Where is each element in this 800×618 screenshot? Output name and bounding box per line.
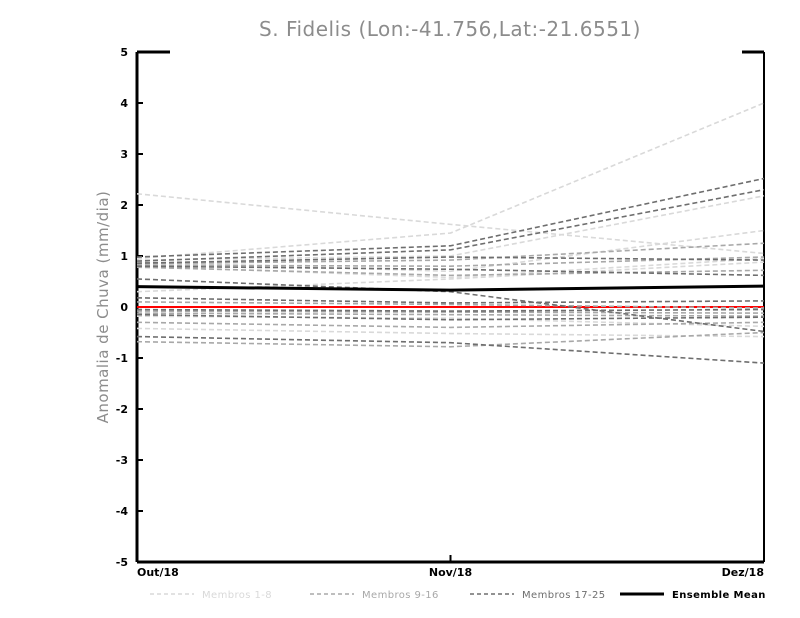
x-tick-label: Out/18 <box>137 566 179 579</box>
x-axis-ticks: Out/18 Nov/18 Dez/18 <box>136 555 765 579</box>
series-line <box>136 312 765 317</box>
series-line <box>136 256 765 264</box>
y-tick-label: 5 <box>120 46 128 59</box>
series-line <box>136 321 765 329</box>
series-line <box>136 102 765 260</box>
x-tick-label: Nov/18 <box>429 566 472 579</box>
x-tick-label: Dez/18 <box>722 566 764 579</box>
y-tick-label: 3 <box>120 148 128 161</box>
series-line <box>136 331 765 348</box>
series-line <box>136 256 765 268</box>
series-line <box>136 335 765 364</box>
series-line <box>136 229 765 273</box>
y-tick-label: 1 <box>120 250 128 263</box>
series-line <box>136 192 765 255</box>
legend-label: Ensemble Mean <box>672 590 766 601</box>
series-line <box>136 265 765 277</box>
series-line <box>136 297 765 304</box>
series-line <box>136 242 765 265</box>
y-tick-label: -2 <box>116 403 128 416</box>
legend-label: Membros 9-16 <box>362 590 439 601</box>
series-line <box>136 310 765 314</box>
chart-legend: Membros 1-8 Membros 9-16 Membros 17-25 Ense… <box>150 590 766 601</box>
chart-title: S. Fidelis (Lon:-41.756,Lat:-21.6551) <box>259 17 641 41</box>
series-line <box>136 315 765 328</box>
series-line <box>136 188 765 262</box>
member-series-lines <box>136 102 765 364</box>
series-line <box>136 284 765 292</box>
series-line <box>136 313 765 321</box>
y-tick-label: -5 <box>116 556 128 569</box>
y-tick-label: 0 <box>120 301 128 314</box>
series-line <box>136 308 765 312</box>
y-tick-label: 2 <box>120 199 128 212</box>
y-tick-label: -3 <box>116 454 128 467</box>
series-line <box>136 327 765 338</box>
y-tick-label: -4 <box>116 505 129 518</box>
y-tick-label: -1 <box>116 352 128 365</box>
legend-label: Membros 1-8 <box>202 590 272 601</box>
y-axis-label: Anomalia de Chuva (mm/dia) <box>94 191 112 424</box>
legend-label: Membros 17-25 <box>522 590 606 601</box>
series-line <box>136 177 765 258</box>
series-line <box>136 301 765 309</box>
series-line <box>136 195 765 261</box>
y-tick-label: 4 <box>120 97 128 110</box>
series-line <box>136 266 765 277</box>
